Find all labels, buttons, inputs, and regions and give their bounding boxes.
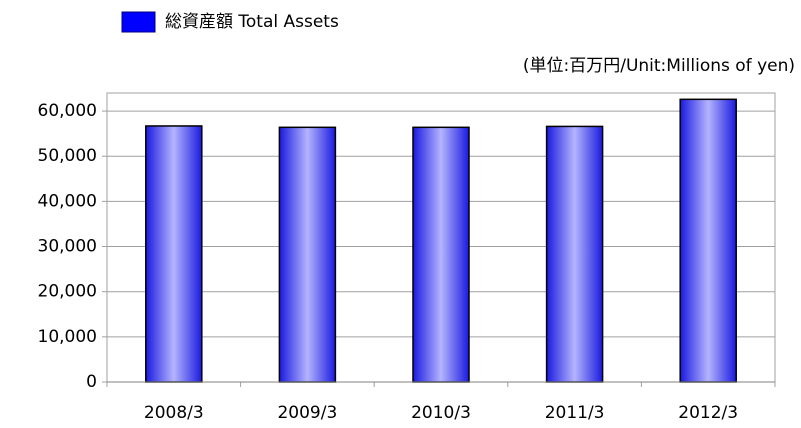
y-tick-label: 0 <box>86 372 97 392</box>
y-tick-label: 30,000 <box>38 237 97 257</box>
bar <box>145 125 203 383</box>
bar <box>545 125 604 383</box>
legend-label: 総資産額 Total Assets <box>165 12 339 32</box>
x-tick-label: 2010/3 <box>411 403 471 423</box>
y-tick-label: 20,000 <box>38 282 97 302</box>
x-tick-label: 2012/3 <box>678 403 738 423</box>
x-tick-label: 2011/3 <box>545 403 605 423</box>
x-tick-label: 2009/3 <box>277 403 337 423</box>
y-tick-label: 10,000 <box>38 327 97 347</box>
legend-swatch <box>121 11 156 33</box>
y-tick-label: 60,000 <box>38 101 97 121</box>
bar <box>278 126 337 383</box>
bar <box>412 126 470 383</box>
unit-label: (単位:百万円/Unit:Millions of yen) <box>523 56 795 76</box>
y-tick-label: 40,000 <box>38 191 97 211</box>
y-tick-label: 50,000 <box>38 146 97 166</box>
x-tick-label: 2008/3 <box>144 403 204 423</box>
bar <box>679 98 737 383</box>
